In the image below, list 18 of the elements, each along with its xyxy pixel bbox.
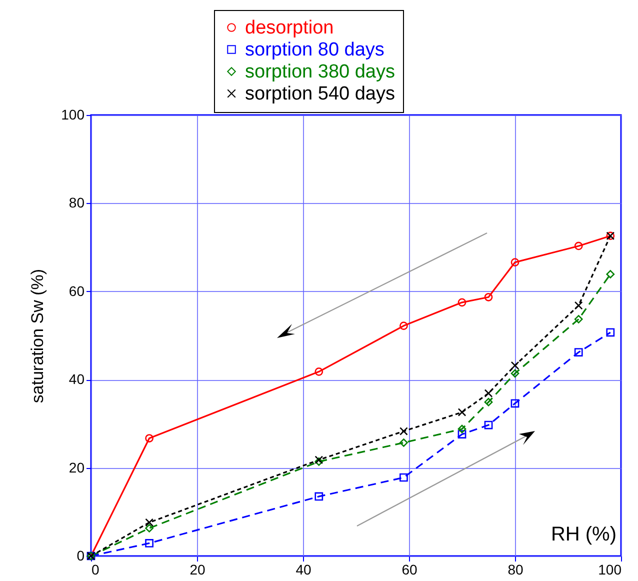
legend-label: desorption — [245, 18, 334, 38]
legend-label: sorption 540 days — [245, 84, 395, 104]
x-tick-label: 0 — [92, 562, 100, 578]
legend-label: sorption 80 days — [245, 40, 384, 60]
x-tick-label: 60 — [402, 562, 418, 578]
x-axis-title: RH (%) — [550, 524, 616, 546]
y-tick-label: 100 — [61, 106, 85, 122]
x-tick-label: 40 — [296, 562, 312, 578]
x-tick-label: 20 — [190, 562, 206, 578]
y-tick-label: 40 — [68, 371, 85, 388]
y-axis-title: saturation Sw (%) — [28, 268, 48, 404]
y-tick-label: 80 — [68, 194, 85, 211]
x-tick-label: 80 — [508, 562, 524, 578]
y-tick-label: 60 — [68, 282, 85, 299]
legend-label: sorption 380 days — [245, 62, 395, 82]
y-tick-label: 0 — [76, 548, 85, 564]
y-tick-label: 20 — [68, 459, 85, 476]
x-tick-label: 100 — [598, 562, 622, 578]
